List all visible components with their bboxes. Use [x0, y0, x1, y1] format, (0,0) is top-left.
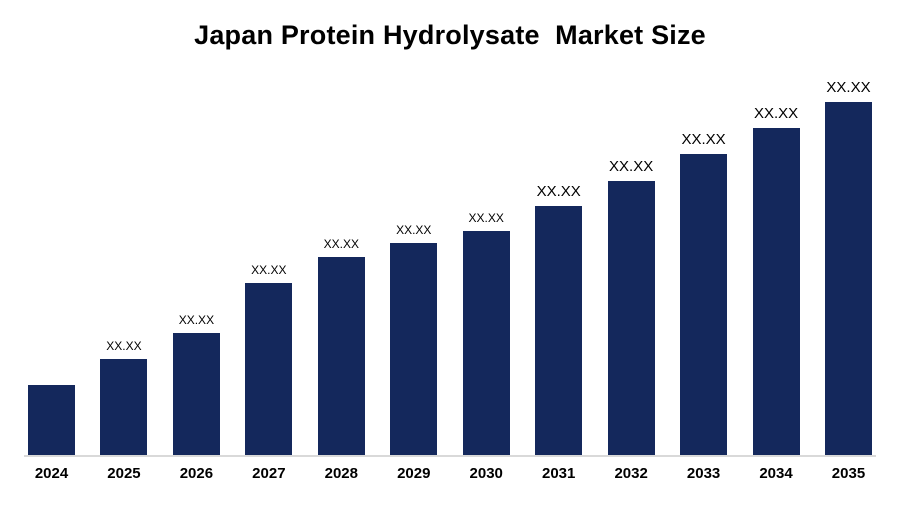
bar	[390, 243, 438, 455]
bar	[824, 102, 872, 455]
bar	[752, 128, 800, 455]
bar-value-label: XX.XX	[323, 237, 359, 251]
bar-column: XX.XX	[317, 237, 365, 455]
x-axis-tick-label: 2031	[541, 465, 576, 482]
bar-value-label: XX.XX	[536, 183, 581, 200]
bar	[100, 359, 148, 455]
bar	[317, 257, 365, 455]
x-axis-tick-label: 2030	[469, 465, 503, 482]
bar-column	[28, 379, 75, 455]
bar	[607, 181, 655, 455]
bar-column: XX.XX	[752, 105, 800, 455]
x-axis-tick-label: 2027	[252, 465, 286, 482]
bar	[535, 206, 583, 455]
bar-value-label: XX.XX	[396, 223, 432, 237]
bar-column: XX.XX	[535, 183, 583, 455]
bar-column: XX.XX	[680, 131, 728, 455]
bar-value-label: XX.XX	[468, 211, 504, 225]
x-axis-tick-label: 2026	[179, 465, 214, 482]
bar	[245, 283, 293, 455]
bar-value-label: XX.XX	[753, 105, 799, 122]
years-row: 2024 2025 2026 2027 2028 2029 2030 2031 2032 2033…	[28, 465, 872, 482]
bar-value-label: XX.XX	[251, 263, 287, 277]
bar-value-label: XX.XX	[609, 158, 654, 175]
bar-column: XX.XX	[172, 313, 220, 455]
x-axis-tick-label: 2024	[34, 465, 69, 482]
bar-column: XX.XX	[462, 211, 510, 455]
x-axis-tick-label: 2025	[107, 465, 141, 482]
bar	[28, 385, 75, 455]
bar-value-label: XX.XX	[106, 339, 142, 353]
x-axis-tick-label: 2035	[831, 465, 866, 482]
bar	[680, 154, 728, 455]
bar	[462, 231, 510, 455]
bar-column: XX.XX	[824, 79, 872, 455]
bar-value-label: XX.XX	[178, 313, 215, 327]
bar-column: XX.XX	[100, 339, 148, 455]
x-axis-tick-label: 2029	[397, 465, 431, 482]
bar	[172, 333, 220, 455]
x-axis-tick-label: 2033	[686, 465, 721, 482]
bar-value-label: XX.XX	[681, 131, 726, 148]
x-axis-tick-label: 2034	[759, 465, 793, 482]
bars-row: XX.XX XX.XX XX.XX XX.XX XX.XX XX.XX XX.XX XX.XX…	[28, 65, 872, 455]
bar-value-label: XX.XX	[826, 79, 871, 96]
bar-column: XX.XX	[245, 263, 293, 455]
bar-column: XX.XX	[607, 158, 655, 455]
x-axis-tick-label: 2028	[324, 465, 358, 482]
x-axis-line	[24, 455, 876, 457]
x-axis-tick-label: 2032	[614, 465, 648, 482]
bar-column: XX.XX	[390, 223, 438, 455]
chart-title: Japan Protein Hydrolysate Market Size	[194, 20, 706, 50]
